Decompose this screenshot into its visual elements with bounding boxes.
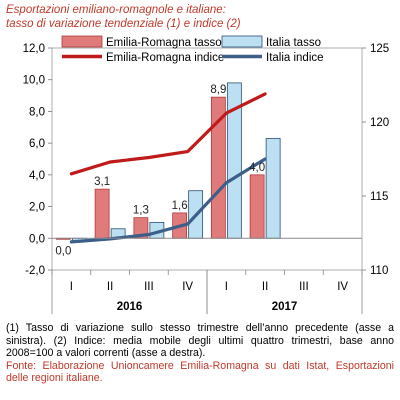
legend-swatch (61, 35, 103, 48)
left-axis-tick-label: 8,0 (29, 106, 45, 118)
lines-layer (69, 92, 267, 244)
data-label: 3,1 (94, 176, 110, 188)
legend-swatch (221, 35, 263, 48)
chart-svg: -2,0 0,0 2,0 4,0 6,0 8,0 10,0 12,0 110 115 120 125 I… (23, 35, 389, 314)
legend-label: Italia tasso (266, 37, 321, 49)
chart-subtitle: tasso di variazione tendenziale (1) e in… (6, 18, 241, 30)
chart-title-block: Esportazioni emiliano-romagnole e italia… (6, 3, 396, 31)
data-label: 1,3 (133, 205, 149, 217)
data-label: 1,6 (172, 200, 188, 212)
category-label: I (225, 281, 228, 293)
category-label: II (262, 281, 268, 293)
legend-label: Emilia-Romagna tasso (106, 37, 222, 49)
left-axis-tick-label: 6,0 (29, 138, 45, 150)
series-line (69, 92, 267, 176)
data-label: 8,9 (210, 84, 226, 96)
right-axis-tick-label: 110 (370, 265, 388, 277)
category-label: III (299, 281, 309, 293)
data-label: 0,0 (55, 245, 71, 257)
left-axis-tick-label: 12,0 (23, 43, 45, 55)
bar (249, 174, 265, 239)
data-label: 4,0 (249, 162, 265, 174)
chart-notes: (1) Tasso di variazione sullo stesso tri… (6, 322, 394, 385)
legend-layer: Emilia-Romagna tasso Italia tasso Emilia-R… (61, 35, 324, 64)
category-label: IV (337, 281, 348, 293)
year-label: 2016 (117, 301, 143, 313)
category-label: IV (182, 281, 193, 293)
left-axis-tick-label: 10,0 (23, 75, 45, 87)
chart-title: Esportazioni emiliano-romagnole e italia… (6, 4, 226, 16)
bar (265, 137, 281, 239)
series-line (69, 157, 267, 244)
axes-layer: -2,0 0,0 2,0 4,0 6,0 8,0 10,0 12,0 110 115 120 125 I… (23, 43, 389, 314)
legend-label: Emilia-Romagna indice (106, 52, 224, 64)
right-axis-tick-label: 115 (370, 191, 388, 203)
category-label: II (107, 281, 113, 293)
legend-label: Italia indice (266, 52, 324, 64)
right-axis-tick-label: 120 (370, 117, 389, 129)
left-axis-tick-label: 2,0 (29, 202, 45, 214)
labels-layer: 0,0 3,1 1,3 1,6 8,9 4,0 (55, 84, 265, 257)
category-label: I (70, 281, 73, 293)
year-label: 2017 (272, 301, 298, 313)
source-text: Fonte: Elaborazione Unioncamere Emilia-R… (6, 359, 394, 385)
left-axis-tick-label: -2,0 (25, 265, 45, 277)
category-label: III (144, 281, 154, 293)
note-text: (1) Tasso di variazione sullo stesso tri… (6, 322, 394, 360)
left-axis-tick-label: 0,0 (29, 233, 45, 245)
right-axis-tick-label: 125 (370, 43, 389, 55)
left-axis-tick-label: 4,0 (29, 170, 45, 182)
bars-layer (55, 82, 281, 242)
bar (94, 188, 110, 239)
